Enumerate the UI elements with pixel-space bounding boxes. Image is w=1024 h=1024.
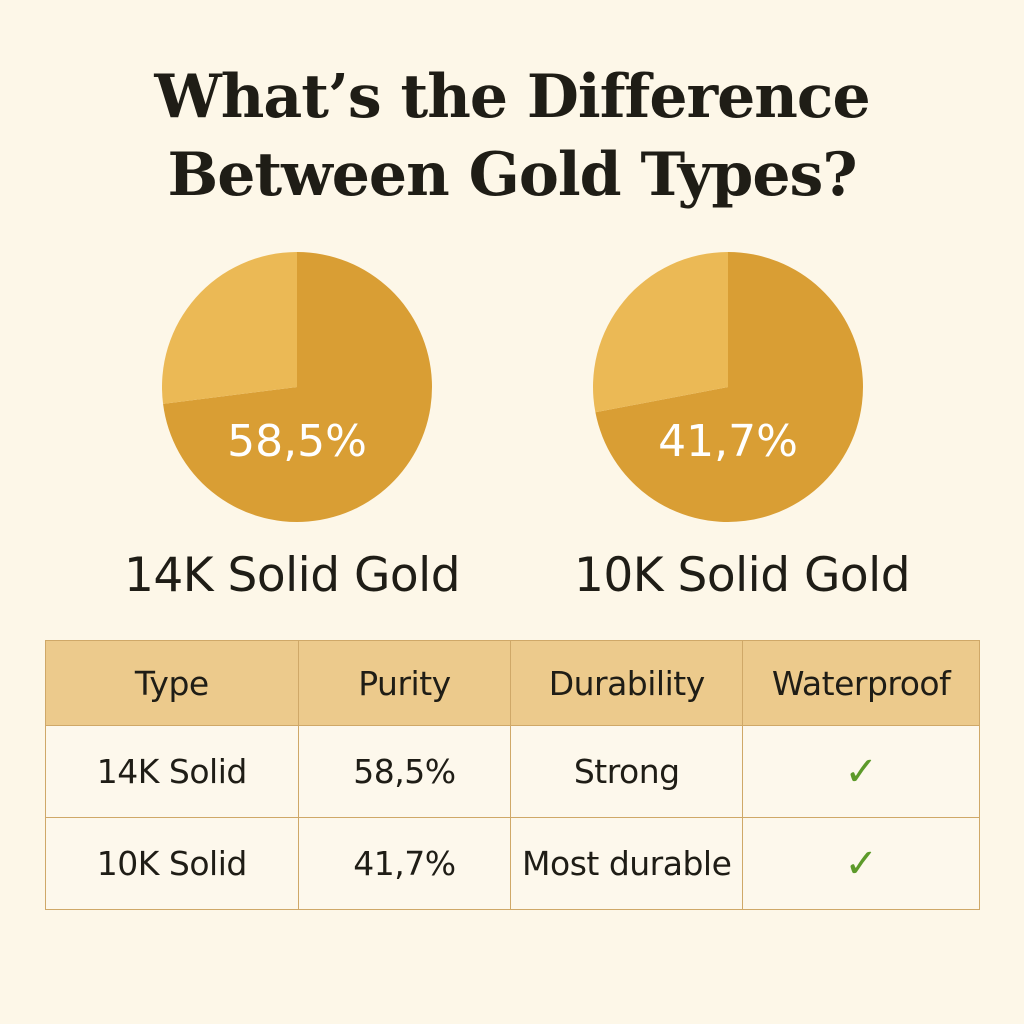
title-line-1: What’s the Difference [154,62,870,132]
page-title: What’s the Difference Between Gold Types… [0,58,1024,214]
cell-durability: Most durable [510,817,744,910]
header-type: Type [45,640,299,726]
header-durability: Durability [510,640,744,726]
header-purity: Purity [297,640,512,726]
check-icon: ✓ [742,725,980,818]
pie-0-value-label: 58,5% [227,416,367,467]
cell-type: 10K Solid [45,817,299,910]
pie-caption-10k: 10K Solid Gold [573,548,911,603]
cell-durability: Strong [510,725,744,818]
check-icon: ✓ [742,817,980,910]
table-row: 10K Solid 41,7% Most durable ✓ [45,817,980,910]
pie-1-value-label: 41,7% [658,416,798,467]
pie-charts: 58,5% 41,7% [162,252,863,522]
cell-purity: 58,5% [297,725,512,818]
comparison-table: Type Purity Durability Waterproof 14K So… [45,640,980,910]
pie-0-slice-1 [162,252,297,404]
title-line-2: Between Gold Types? [167,140,858,210]
pie-1-slice-1 [593,252,728,413]
cell-purity: 41,7% [297,817,512,910]
header-waterproof: Waterproof [742,640,980,726]
cell-type: 14K Solid [45,725,299,818]
pie-caption-14k: 14K Solid Gold [123,548,461,603]
pie-1-slice-0 [595,252,863,522]
table-header-row: Type Purity Durability Waterproof [45,640,980,726]
pie-0-slice-0 [163,252,433,522]
table-row: 14K Solid 58,5% Strong ✓ [45,725,980,818]
